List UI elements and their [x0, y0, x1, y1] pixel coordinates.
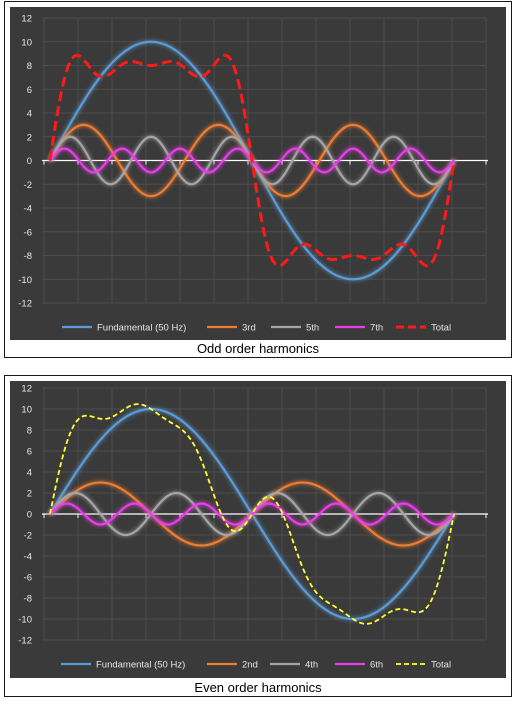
legend-item: Total — [396, 323, 451, 334]
y-tick-label: 12 — [21, 14, 32, 25]
legend-label: Fundamental (50 Hz) — [96, 660, 185, 671]
y-tick-label: -6 — [24, 573, 32, 584]
legend-label: 2nd — [242, 660, 258, 671]
chart-panel-odd: 12 10 8 6 4 2 0 -2 -4 -6 -8 -10 -12 Fundamental (50 H… — [4, 1, 512, 358]
plot-area-odd: 12 10 8 6 4 2 0 -2 -4 -6 -8 -10 -12 Fundamental (50 H… — [10, 7, 506, 340]
plot-area-even: 12 10 8 6 4 2 0 -2 -4 -6 -8 -10 -12 Fundamental (50 H… — [10, 381, 506, 678]
y-tick-label: 4 — [27, 109, 32, 120]
legend-label: 5th — [306, 323, 319, 334]
y-tick-label: -10 — [18, 615, 32, 626]
y-tick-label: -4 — [24, 552, 32, 563]
y-tick-label: 0 — [27, 510, 32, 521]
series-line-6th — [49, 502, 455, 526]
series-group-odd — [48, 40, 456, 281]
y-tick-label: 10 — [21, 405, 32, 416]
y-tick-label: 6 — [27, 85, 32, 96]
series-group-even — [49, 403, 455, 625]
y-tick-label: -2 — [24, 180, 32, 191]
legend-item: 2nd — [207, 660, 258, 671]
y-tick-label: 12 — [21, 384, 32, 395]
legend-even: Fundamental (50 Hz) 2nd 4th 6th Total — [61, 660, 451, 671]
legend-item: Total — [396, 660, 451, 671]
y-tick-label: 8 — [27, 426, 32, 437]
y-tick-label: 10 — [21, 37, 32, 48]
legend-label: 4th — [305, 660, 318, 671]
y-tick-label: -8 — [24, 594, 32, 605]
y-tick-label: -2 — [24, 531, 32, 542]
legend-label: 7th — [370, 323, 383, 334]
chart-caption-odd: Odd order harmonics — [196, 341, 320, 356]
series-line-total — [48, 53, 456, 268]
y-tick-label: -6 — [24, 227, 32, 238]
legend-label: Total — [431, 660, 451, 671]
chart-caption-even: Even order harmonics — [194, 680, 322, 695]
legend-item: 5th — [271, 323, 319, 334]
y-tick-label: -4 — [24, 204, 32, 215]
y-tick-label: -8 — [24, 251, 32, 262]
legend-item: 3rd — [207, 323, 256, 334]
chart-odd: 12 10 8 6 4 2 0 -2 -4 -6 -8 -10 -12 Fundamental (50 H… — [18, 14, 488, 334]
y-tick-label: -12 — [18, 299, 32, 310]
zero-axis-odd — [42, 159, 488, 165]
y-tick-label: 8 — [27, 61, 32, 72]
y-tick-label: 6 — [27, 447, 32, 458]
y-tick-label: 2 — [27, 132, 32, 143]
legend-item: 4th — [270, 660, 318, 671]
legend-item: Fundamental (50 Hz) — [62, 323, 186, 334]
legend-item: Fundamental (50 Hz) — [61, 660, 185, 671]
y-tick-label: 2 — [27, 489, 32, 500]
y-tick-label: 4 — [27, 468, 32, 479]
legend-label: Fundamental (50 Hz) — [97, 323, 186, 334]
legend-item: 6th — [335, 660, 383, 671]
y-tick-label: 0 — [27, 156, 32, 167]
chart-even: 12 10 8 6 4 2 0 -2 -4 -6 -8 -10 -12 Fundamental (50 H… — [18, 384, 488, 671]
legend-label: Total — [431, 323, 451, 334]
legend-odd: Fundamental (50 Hz) 3rd 5th 7th Total — [62, 323, 451, 334]
y-tick-label: -10 — [18, 275, 32, 286]
chart-panel-even: 12 10 8 6 4 2 0 -2 -4 -6 -8 -10 -12 Fundamental (50 H… — [4, 375, 512, 697]
legend-label: 3rd — [242, 323, 256, 334]
y-tick-label: -12 — [18, 636, 32, 647]
legend-label: 6th — [370, 660, 383, 671]
legend-item: 7th — [335, 323, 383, 334]
